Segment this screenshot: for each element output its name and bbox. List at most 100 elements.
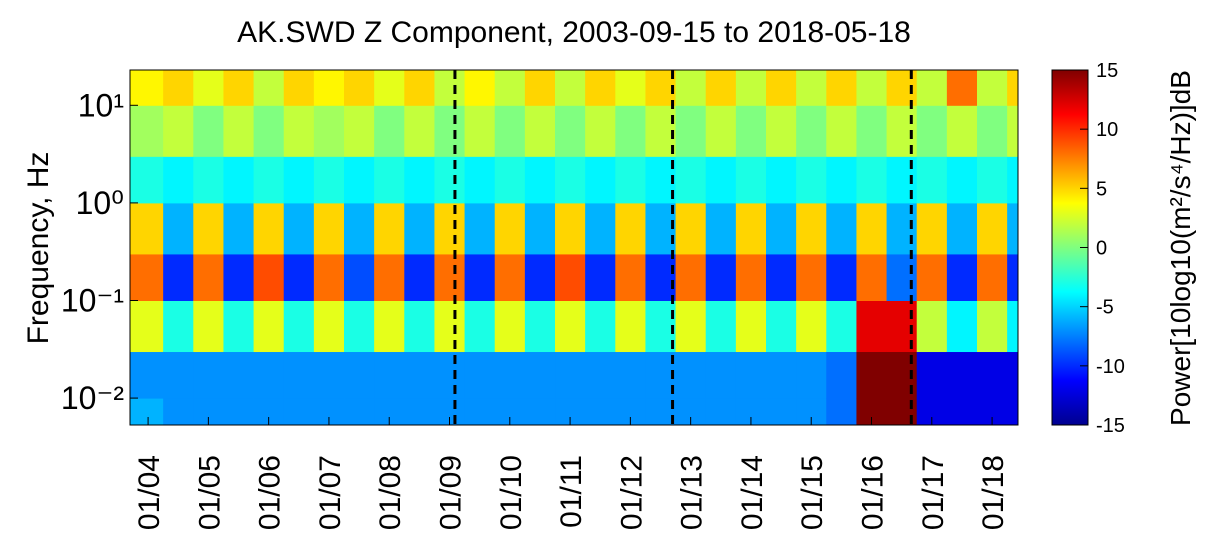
heatmap-cell	[585, 398, 616, 426]
heatmap-cell	[1007, 156, 1019, 204]
heatmap-cell	[313, 300, 345, 353]
heatmap-cell	[766, 398, 797, 426]
x-tick-label: 01/09	[435, 455, 468, 530]
heatmap-cell	[856, 70, 888, 106]
heatmap-cell	[344, 105, 375, 157]
heatmap-cell	[163, 70, 194, 106]
heatmap-cell	[916, 105, 948, 157]
heatmap-cell	[615, 253, 646, 301]
heatmap-cell	[193, 105, 224, 157]
heatmap-cell	[223, 253, 255, 301]
colorbar-tick-label: -5	[1096, 297, 1114, 319]
heatmap-cell	[886, 253, 918, 301]
colorbar-tick-label: 15	[1096, 60, 1118, 82]
heatmap-cell	[434, 202, 466, 255]
heatmap-cell	[916, 253, 948, 301]
x-tick-label: 01/12	[615, 455, 648, 530]
heatmap-cell	[645, 105, 677, 157]
heatmap-cell	[344, 253, 375, 301]
heatmap-cell	[494, 105, 526, 157]
heatmap-cell	[193, 156, 224, 204]
heatmap-cell	[1007, 398, 1019, 426]
heatmap-cell	[1007, 70, 1019, 106]
heatmap-cell	[705, 351, 737, 399]
heatmap-cell	[223, 398, 255, 426]
heatmap-cell	[374, 202, 405, 255]
heatmap-cell	[796, 202, 827, 255]
heatmap-cell	[404, 156, 435, 204]
heatmap-cell	[555, 300, 586, 353]
heatmap-cell	[524, 300, 556, 353]
heatmap-cell	[946, 105, 978, 157]
heatmap-cell	[223, 351, 255, 399]
heatmap-cell	[130, 300, 164, 353]
heatmap-cell	[434, 156, 466, 204]
x-tick-label: 01/18	[977, 455, 1010, 530]
heatmap-cell	[524, 253, 556, 301]
heatmap-cell	[404, 253, 435, 301]
heatmap-cell	[675, 253, 707, 301]
heatmap-cell	[283, 105, 315, 157]
heatmap-cell	[645, 156, 677, 204]
heatmap-cell	[585, 105, 616, 157]
heatmap-cell	[555, 351, 586, 399]
y-axis-label: Frequency, Hz	[22, 152, 55, 345]
heatmap-cell	[524, 105, 556, 157]
heatmap-cell	[826, 70, 857, 106]
x-tick-label: 01/13	[676, 455, 709, 530]
heatmap-cell	[555, 253, 586, 301]
heatmap-cell	[344, 156, 375, 204]
heatmap-cell	[645, 398, 677, 426]
x-tick-label: 01/07	[314, 455, 347, 530]
heatmap-cell	[946, 300, 978, 353]
heatmap-cell	[313, 202, 345, 255]
heatmap-cell	[675, 300, 707, 353]
x-tick-label: 01/11	[555, 455, 588, 528]
heatmap-cell	[826, 202, 857, 255]
heatmap-cell	[253, 300, 285, 353]
heatmap-cell	[675, 70, 707, 106]
heatmap-cell	[796, 156, 827, 204]
heatmap-cell	[253, 202, 285, 255]
heatmap-cell	[766, 351, 797, 399]
heatmap-cell	[585, 70, 616, 106]
heatmap-cell	[464, 105, 496, 157]
heatmap-cell	[313, 253, 345, 301]
heatmap-cell	[615, 70, 646, 106]
heatmap-cell	[766, 105, 797, 157]
heatmap-cell	[374, 156, 405, 204]
heatmap-cell	[494, 351, 526, 399]
heatmap-cell	[946, 253, 978, 301]
heatmap-cell	[253, 105, 285, 157]
heatmap-cell	[223, 105, 255, 157]
heatmap-cell	[404, 202, 435, 255]
heatmap-cell	[223, 156, 255, 204]
heatmap-cell	[434, 105, 466, 157]
heatmap-cell	[253, 253, 285, 301]
heatmap-cell	[404, 70, 435, 106]
colorbar-tick-label: -10	[1096, 356, 1125, 378]
heatmap-cell	[826, 300, 857, 353]
x-tick-label: 01/14	[736, 455, 769, 530]
heatmap-cell	[223, 70, 255, 106]
heatmap-cell	[464, 351, 496, 399]
heatmap-cell	[645, 202, 677, 255]
colorbar-tick-label: 0	[1096, 238, 1107, 260]
heatmap-cell	[826, 156, 857, 204]
heatmap-cell	[163, 398, 194, 426]
heatmap-cell	[193, 70, 224, 106]
heatmap-cell	[735, 105, 767, 157]
heatmap-cell	[404, 105, 435, 157]
colorbar-tick-label: -15	[1096, 415, 1125, 437]
heatmap-cell	[283, 202, 315, 255]
heatmap-cell	[163, 351, 194, 399]
heatmap-cell	[374, 105, 405, 157]
heatmap-cell	[1007, 351, 1019, 399]
heatmap-cell	[916, 300, 948, 353]
heatmap-cell	[1007, 105, 1019, 157]
heatmap-cell	[705, 105, 737, 157]
plot-frame	[129, 69, 1019, 426]
heatmap-cell	[585, 351, 616, 399]
heatmap-cell	[494, 202, 526, 255]
